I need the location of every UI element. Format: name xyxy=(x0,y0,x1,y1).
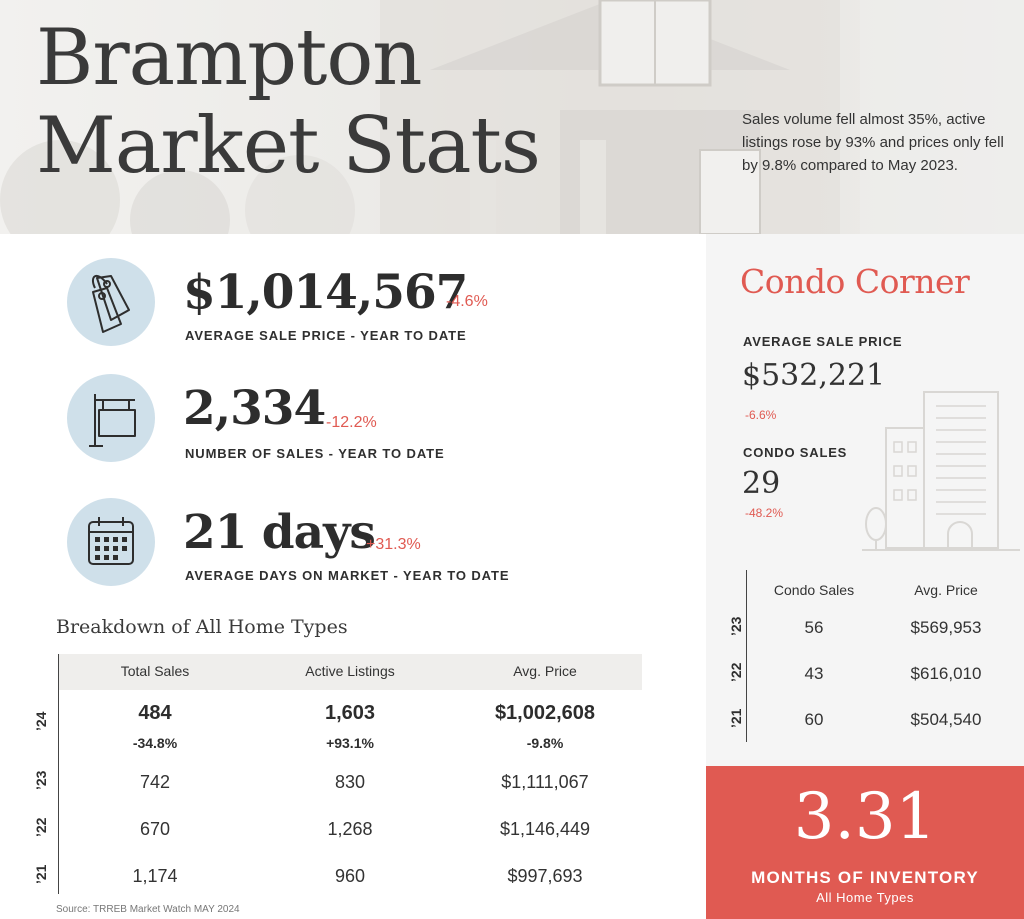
condo-table-divider xyxy=(746,570,747,742)
row-year-label: ’21 xyxy=(728,708,744,728)
number-of-sales-change: -12.2% xyxy=(326,414,377,431)
page-title: Brampton Market Stats xyxy=(36,13,541,191)
condo-avg-price-value: $532,221 xyxy=(742,358,886,393)
table-cell-change: -9.8% xyxy=(526,735,564,751)
page-title-line-2: Market Stats xyxy=(36,101,541,191)
days-on-market-change: +31.3% xyxy=(366,536,421,553)
column-header-total-sales: Total Sales xyxy=(120,663,190,679)
column-header-active-listings: Active Listings xyxy=(305,663,395,679)
table-cell: 742 xyxy=(139,772,171,792)
number-of-sales-label: NUMBER OF SALES - YEAR TO DATE xyxy=(185,446,445,461)
table-cell: 670 xyxy=(139,819,171,839)
calendar-icon xyxy=(67,498,155,586)
breakdown-divider xyxy=(58,654,59,894)
for-sale-sign-icon xyxy=(67,374,155,462)
table-cell: $1,111,067 xyxy=(501,772,589,792)
table-cell: 960 xyxy=(334,866,366,886)
price-tag-icon xyxy=(67,258,155,346)
months-of-inventory-value: 3.31 xyxy=(793,780,937,854)
table-cell: 484 xyxy=(138,702,172,724)
table-cell-change: +93.1% xyxy=(326,735,374,751)
house-background-image xyxy=(0,0,1024,234)
table-cell: 56 xyxy=(804,618,824,637)
row-year-label: ’22 xyxy=(728,662,744,682)
table-cell: 1,174 xyxy=(132,866,178,886)
row-year-label: ’23 xyxy=(728,616,744,636)
condo-avg-price-label: AVERAGE SALE PRICE xyxy=(743,334,903,349)
table-cell: $504,540 xyxy=(910,710,982,729)
breakdown-title: Breakdown of All Home Types xyxy=(56,616,348,638)
table-cell: $997,693 xyxy=(507,866,583,886)
column-header-condo-sales: Condo Sales xyxy=(773,582,855,598)
table-cell-change: -34.8% xyxy=(132,735,178,751)
breakdown-header-row: Total Sales Active Listings Avg. Price xyxy=(59,654,642,690)
row-year-label: ’24 xyxy=(33,711,49,731)
table-cell: $569,953 xyxy=(910,618,982,637)
table-cell: $616,010 xyxy=(910,664,982,683)
intro-summary: Sales volume fell almost 35%, active lis… xyxy=(742,111,1004,174)
condo-sales-value: 29 xyxy=(742,466,781,501)
condo-sales-change: -48.2% xyxy=(745,506,784,520)
avg-sale-price-value: $1,014,567 xyxy=(183,265,468,320)
table-cell: 830 xyxy=(334,772,366,792)
source-note: Source: TRREB Market Watch MAY 2024 xyxy=(56,904,240,915)
condo-sales-label: CONDO SALES xyxy=(743,445,848,460)
table-cell: 43 xyxy=(804,664,824,683)
number-of-sales-value: 2,334 xyxy=(183,381,326,436)
column-header-avg-price: Avg. Price xyxy=(513,663,577,679)
inventory-box xyxy=(706,766,1024,919)
months-of-inventory-sublabel: All Home Types xyxy=(816,890,914,905)
days-on-market-label: AVERAGE DAYS ON MARKET - YEAR TO DATE xyxy=(185,568,510,583)
page-title-line-1: Brampton xyxy=(36,13,423,103)
column-header-condo-avg-price: Avg. Price xyxy=(914,582,978,598)
avg-sale-price-label: AVERAGE SALE PRICE - YEAR TO DATE xyxy=(185,328,467,343)
row-year-label: ’23 xyxy=(33,770,49,790)
condo-corner-title: Condo Corner xyxy=(740,262,970,301)
table-cell: 1,603 xyxy=(324,702,376,724)
days-on-market-value: 21 days xyxy=(183,505,376,560)
condo-corner-panel xyxy=(706,234,1024,766)
row-year-label: ’22 xyxy=(33,817,49,837)
table-cell: $1,002,608 xyxy=(494,702,596,724)
avg-sale-price-change: -4.6% xyxy=(446,293,488,310)
table-cell: 60 xyxy=(804,710,824,729)
row-year-label: ’21 xyxy=(33,864,49,884)
condo-avg-price-change: -6.6% xyxy=(745,408,777,422)
table-cell: $1,146,449 xyxy=(499,819,591,839)
table-cell: 1,268 xyxy=(327,819,373,839)
months-of-inventory-label: MONTHS OF INVENTORY xyxy=(751,868,979,887)
building-icon xyxy=(862,391,1020,551)
header-banner: Brampton Market Stats Sales volume fell … xyxy=(0,0,1024,234)
